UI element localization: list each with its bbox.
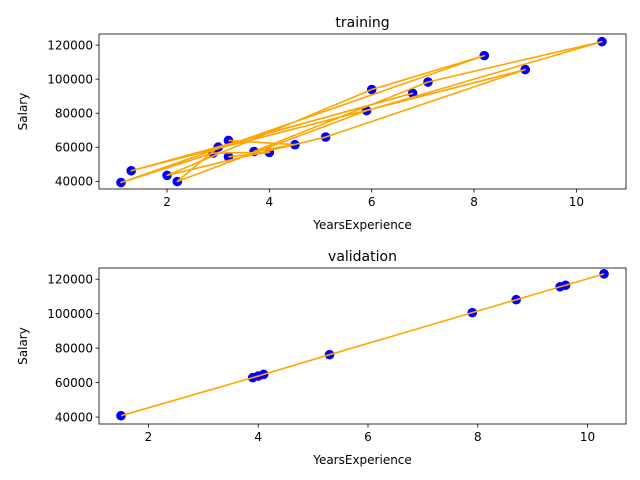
- chart-panel-training: training 2 4 6 8 10 40000 60000 80000 100000 12000…: [16, 15, 627, 232]
- x-tick-label: 10: [569, 195, 584, 209]
- x-tick-label: 8: [470, 195, 478, 209]
- axes-frame: [98, 267, 627, 425]
- x-axis-label: YearsExperience: [312, 453, 412, 467]
- chart-panel-validation: validation 2 4 6 8 10 40000 60000 80000 100000 120…: [16, 249, 627, 467]
- y-axis-label: Salary: [16, 93, 30, 131]
- y-tick-label: 60000: [55, 376, 93, 390]
- x-axis-label: YearsExperience: [312, 218, 412, 232]
- y-tick-label: 80000: [55, 341, 93, 355]
- x-tick-label: 4: [266, 195, 274, 209]
- x-tick-label: 6: [368, 195, 376, 209]
- y-tick-label: 80000: [55, 106, 93, 120]
- y-tick-label: 120000: [47, 38, 93, 52]
- y-tick-label: 40000: [55, 410, 93, 424]
- chart-title: validation: [328, 249, 397, 265]
- y-tick-label: 120000: [47, 272, 93, 286]
- axes-frame: [98, 33, 627, 190]
- y-tick-label: 100000: [47, 307, 93, 321]
- y-tick-label: 60000: [55, 140, 93, 154]
- x-tick-label: 4: [254, 430, 262, 444]
- y-axis-label: Salary: [16, 327, 30, 365]
- series-line: [120, 40, 603, 184]
- series-line: [120, 273, 605, 417]
- x-tick-label: 6: [364, 430, 372, 444]
- x-tick-label: 10: [580, 430, 595, 444]
- chart-title: training: [335, 15, 389, 31]
- y-tick-label: 40000: [55, 175, 93, 189]
- y-tick-label: 100000: [47, 72, 93, 86]
- x-tick-label: 8: [474, 430, 482, 444]
- x-tick-label: 2: [163, 195, 171, 209]
- data-point: [599, 269, 609, 279]
- data-point: [116, 410, 126, 421]
- x-tick-label: 2: [145, 430, 153, 444]
